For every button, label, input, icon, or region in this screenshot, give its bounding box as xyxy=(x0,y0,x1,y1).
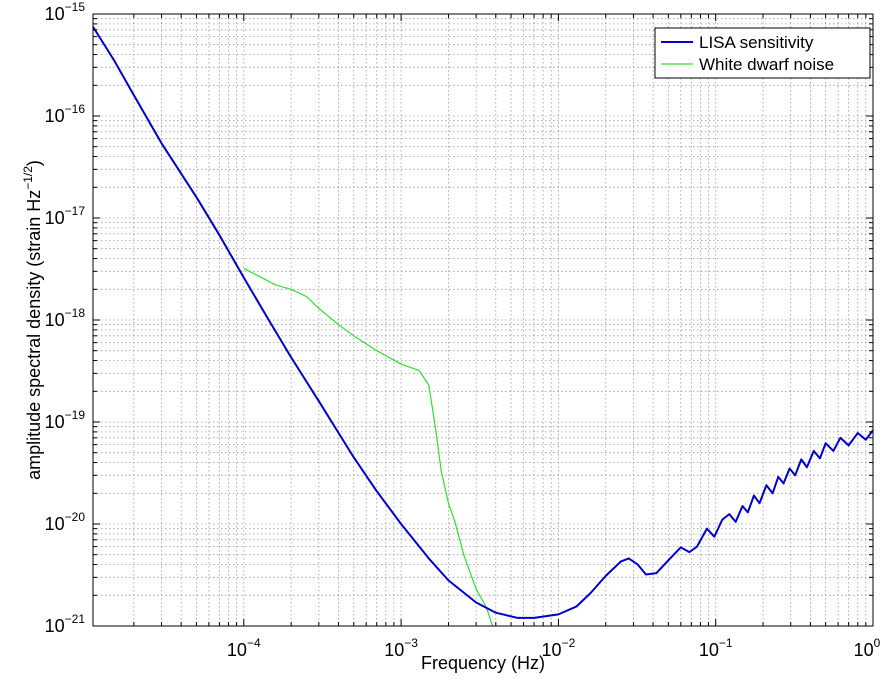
legend-label-lisa: LISA sensitivity xyxy=(699,33,814,52)
y-axis-label-main: amplitude spectral density (strain Hz xyxy=(24,190,44,480)
series-line-lisa-sensitivity xyxy=(93,26,873,619)
x-tick-label-exponent: −1 xyxy=(719,636,733,650)
x-tick-label: 10−3 xyxy=(384,636,418,660)
y-tick-label: 10−17 xyxy=(45,204,86,228)
y-axis-label-exponent: −1/2 xyxy=(21,166,35,190)
x-tick-label-last: 100 xyxy=(854,636,881,660)
y-tick-label: 10−20 xyxy=(45,510,86,534)
y-tick-label-base: 10 xyxy=(45,310,65,330)
ticks xyxy=(93,13,874,627)
x-tick-label-exponent: −4 xyxy=(247,636,261,650)
y-tick-label-base: 10 xyxy=(45,616,65,636)
y-tick-label-exponent: −19 xyxy=(65,408,86,422)
x-tick-label-exponent: −3 xyxy=(404,636,418,650)
x-tick-label-base: 10 xyxy=(227,640,247,660)
y-tick-label: 10−19 xyxy=(45,408,86,432)
legend-box xyxy=(654,27,871,79)
y-tick-label-base: 10 xyxy=(45,208,65,228)
x-axis-label: Frequency (Hz) xyxy=(421,653,545,673)
legend-label-white-dwarf: White dwarf noise xyxy=(699,55,834,74)
x-tick-label-base: 10 xyxy=(699,640,719,660)
y-tick-label-exponent: −18 xyxy=(65,306,86,320)
y-axis-label-close: ) xyxy=(24,160,44,166)
y-tick-label-base: 10 xyxy=(45,106,65,126)
y-tick-label-base: 10 xyxy=(45,514,65,534)
y-tick-label: 10−18 xyxy=(45,306,86,330)
y-axis-label: amplitude spectral density (strain Hz−1/… xyxy=(21,160,44,480)
y-tick-label-exponent: −20 xyxy=(65,510,86,524)
tick-labels: 10−4 10−3 10−2 10−1 10010−1510−1610−1710−181… xyxy=(45,0,881,660)
y-tick-label-base: 10 xyxy=(45,4,65,24)
y-tick-label: 10−15 xyxy=(45,0,86,24)
x-tick-label: 10−4 xyxy=(227,636,261,660)
x-tick-label-base: 10 xyxy=(384,640,404,660)
x-tick-label-exponent: 0 xyxy=(874,636,881,650)
x-tick-label-base: 10 xyxy=(542,640,562,660)
x-tick-label: 10−2 xyxy=(542,636,576,660)
plot-area xyxy=(93,26,873,626)
y-tick-label-exponent: −16 xyxy=(65,102,86,116)
x-tick-label: 10−1 xyxy=(699,636,733,660)
y-tick-label: 10−16 xyxy=(45,102,86,126)
x-tick-label-exponent: −2 xyxy=(562,636,576,650)
y-tick-label-base: 10 xyxy=(45,412,65,432)
y-tick-label-exponent: −21 xyxy=(65,612,86,626)
y-tick-label-exponent: −15 xyxy=(65,0,86,14)
y-tick-label-exponent: −17 xyxy=(65,204,86,218)
legend: LISA sensitivity White dwarf noise xyxy=(654,27,871,79)
y-tick-label: 10−21 xyxy=(45,612,86,636)
x-tick-label-base: 10 xyxy=(854,640,874,660)
series-line-white-dwarf-noise xyxy=(243,267,494,626)
